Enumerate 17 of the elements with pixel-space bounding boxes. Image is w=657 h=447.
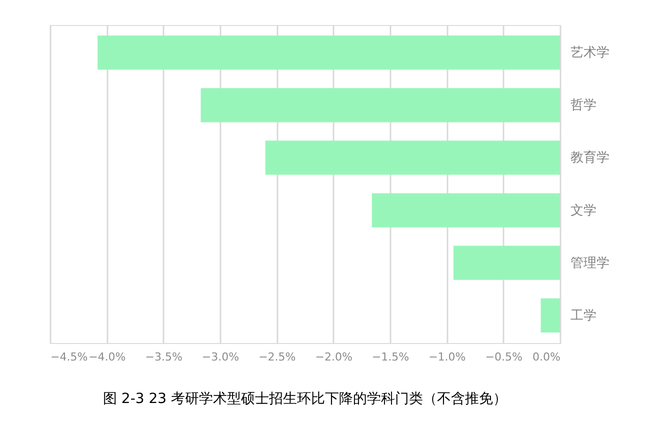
x-tick-label: −1.5% <box>372 350 410 364</box>
x-tick-label: −3.5% <box>145 350 182 364</box>
x-tick-label: −2.5% <box>258 350 296 364</box>
y-tick-label: 工学 <box>570 308 596 324</box>
y-tick-label: 管理学 <box>570 256 610 271</box>
y-tick-label: 教育学 <box>570 150 610 166</box>
x-tick-label: −4.5% <box>50 350 88 364</box>
x-tick-label: −4.0% <box>88 350 126 364</box>
x-tick-label: −3.0% <box>202 350 240 364</box>
x-tick-label: −2.0% <box>315 350 352 364</box>
y-tick-label: 哲学 <box>570 98 596 114</box>
x-tick-label: 0.0% <box>532 350 560 364</box>
y-tick-label: 艺术学 <box>570 46 610 61</box>
y-tick-label: 文学 <box>570 203 596 218</box>
x-tick-label: −0.5% <box>485 350 522 364</box>
text: 图 2-3 23 考研学术型硕士招生环比下降的学科门类（不含推免） <box>102 391 508 407</box>
x-tick-label: −1.0% <box>428 350 466 364</box>
